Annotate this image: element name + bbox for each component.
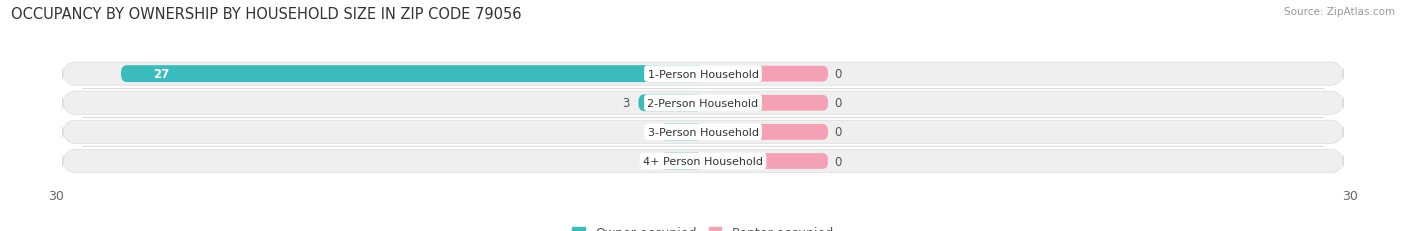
Text: 3-Person Household: 3-Person Household (648, 127, 758, 137)
FancyBboxPatch shape (659, 124, 703, 141)
FancyBboxPatch shape (659, 153, 703, 170)
FancyBboxPatch shape (63, 63, 1343, 86)
Text: Source: ZipAtlas.com: Source: ZipAtlas.com (1284, 7, 1395, 17)
FancyBboxPatch shape (63, 121, 1343, 144)
FancyBboxPatch shape (121, 66, 703, 83)
Text: 0: 0 (835, 126, 842, 139)
Legend: Owner-occupied, Renter-occupied: Owner-occupied, Renter-occupied (572, 226, 834, 231)
FancyBboxPatch shape (63, 92, 1343, 115)
Text: 27: 27 (153, 68, 170, 81)
FancyBboxPatch shape (710, 95, 828, 111)
FancyBboxPatch shape (710, 153, 828, 169)
Text: 0: 0 (835, 68, 842, 81)
Text: 3: 3 (623, 97, 630, 110)
Text: 2: 2 (644, 126, 651, 139)
Text: 0: 0 (835, 155, 842, 168)
FancyBboxPatch shape (710, 125, 828, 140)
Text: 2: 2 (644, 155, 651, 168)
Text: 1-Person Household: 1-Person Household (648, 69, 758, 79)
FancyBboxPatch shape (638, 95, 703, 112)
Text: 2-Person Household: 2-Person Household (647, 98, 759, 108)
FancyBboxPatch shape (63, 150, 1343, 173)
FancyBboxPatch shape (710, 67, 828, 82)
Text: OCCUPANCY BY OWNERSHIP BY HOUSEHOLD SIZE IN ZIP CODE 79056: OCCUPANCY BY OWNERSHIP BY HOUSEHOLD SIZE… (11, 7, 522, 22)
Text: 4+ Person Household: 4+ Person Household (643, 156, 763, 166)
Text: 0: 0 (835, 97, 842, 110)
